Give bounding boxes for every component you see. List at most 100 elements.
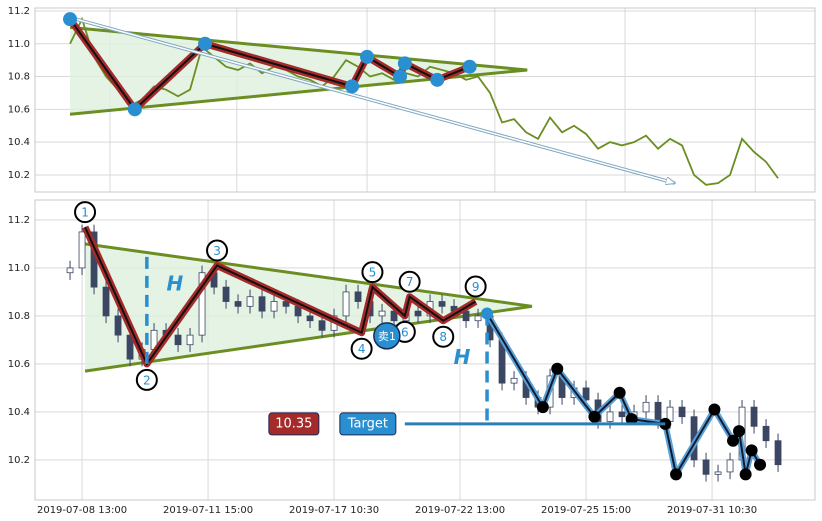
y-tick-label: 11.2 [8,6,30,17]
pivot-label: 7 [406,275,414,289]
swing-point [536,401,549,414]
candle-body [582,387,590,401]
x-tick-label: 2019-07-25 15:00 [541,505,631,516]
swing-line [486,313,761,478]
x-tick-label: 2019-07-22 13:00 [415,505,505,516]
y-tick-label: 10.8 [8,72,30,83]
swing-point [733,425,746,438]
pivot-label: 2 [143,373,151,387]
candle-body [390,310,398,322]
candle-body [102,286,110,317]
pivot-marker [350,337,373,360]
zigzag-line [84,226,477,366]
zigzag-point [397,56,412,71]
pivot-label: 9 [472,280,480,294]
candle-body [642,401,650,413]
candle-body [414,310,422,317]
candle-body [270,301,278,312]
y-tick-label: 11.2 [8,215,30,226]
zigzag-point [63,12,78,27]
zigzag-point [430,72,445,87]
pivot-marker [361,261,384,284]
pivot-label: 4 [358,342,366,356]
x-tick-label: 2019-07-31 10:30 [667,505,757,516]
y-tick-label: 10.8 [8,311,30,322]
candle-body [234,301,242,307]
candle-body [654,401,662,422]
swing-point [613,386,626,399]
pivot-marker [398,270,421,293]
candle-body [174,334,182,346]
swing-point [625,413,638,426]
x-tick-label: 2019-07-17 10:30 [289,505,379,516]
target-value-box [268,412,320,436]
zigzag-point [127,102,142,117]
sell-marker [373,322,401,350]
target-value: 10.35 [275,416,312,431]
y-tick-label: 11.0 [8,263,30,274]
y-tick-label: 10.2 [8,170,30,181]
swing-point [551,362,564,375]
candle-body [78,231,86,269]
target-text: Target [347,416,388,431]
candle-body [198,272,206,336]
swing-point [727,434,740,447]
candle-body [378,310,386,317]
candle-body [618,411,626,418]
y-tick-label: 10.6 [8,104,30,115]
plot-frame [34,7,816,193]
pivot-marker [432,325,455,348]
candle-body [222,286,230,302]
candle-body [354,291,362,302]
zigzag-point [345,79,360,94]
candle-body [702,459,710,475]
trend-arrow [69,16,675,184]
candle-body [258,296,266,312]
swing-point [754,458,767,471]
candle-body [318,320,326,331]
y-tick-label: 10.4 [8,137,30,148]
pivot-marker [206,239,229,262]
swing-point [739,468,752,481]
y-tick-label: 11.0 [8,39,30,50]
panel: 10.2 10.4 10.6 10.8 11.0 11.2 2019-07-08 13:00… [8,199,816,516]
pivot-label: 8 [439,330,447,344]
swing-point [670,468,683,481]
swing-point [588,410,601,423]
candle-body [510,377,518,384]
pivot-label: 5 [369,266,377,280]
y-tick-label: 10.2 [8,455,30,466]
swing-point [708,403,721,416]
y-tick-label: 10.6 [8,359,30,370]
candle-body [762,425,770,442]
candle-body [714,471,722,475]
candle-body [66,267,74,274]
triangle-lower [84,304,533,373]
height-label: H [454,345,471,369]
x-tick-label: 2019-07-08 13:00 [37,505,127,516]
candle-body [186,334,194,346]
candle-body [726,459,734,473]
height-label: H [166,271,183,295]
candle-body [774,440,782,466]
plot-frame [34,199,816,501]
candle-body [306,315,314,322]
pivot-label: 1 [81,206,89,220]
candle-body [678,406,686,418]
pivot-label: 6 [401,325,409,339]
candle-body [438,301,446,307]
zigzag-point [360,49,375,64]
candle-body [462,310,470,322]
zigzag-point [462,59,477,74]
panel: 10.2 10.4 10.6 10.8 11.0 11.2 [8,6,816,193]
candle-body [246,296,254,307]
triangle-upper [69,25,528,72]
candle-body [606,411,614,422]
pivot-marker [135,368,158,391]
pivot-marker [74,201,97,224]
zigzag-point [393,69,408,84]
candle-body [474,315,482,322]
sell-label: 卖1 [378,330,396,343]
pivot-marker [464,275,487,298]
